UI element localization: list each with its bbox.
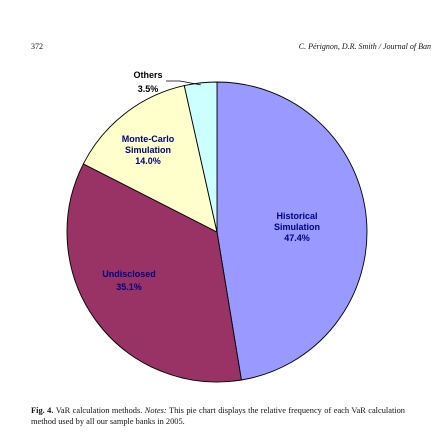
slice-value-label: 35.1% bbox=[116, 282, 142, 292]
pie-slice-2 bbox=[82, 85, 218, 233]
figure-caption: Fig. 4. VaR calculation methods. Notes: … bbox=[31, 405, 405, 427]
slice-value-label: 3.5% bbox=[138, 84, 159, 94]
pie-slices bbox=[66, 81, 368, 383]
pie-slice-1 bbox=[66, 163, 242, 383]
page-number: 372 bbox=[31, 42, 43, 51]
pie-chart: HistoricalSimulation47.4%Undisclosed35.1… bbox=[66, 70, 368, 383]
running-header: C. Pérignon, D.R. Smith / Journal of Ban bbox=[298, 42, 431, 51]
pie-labels: HistoricalSimulation47.4%Undisclosed35.1… bbox=[102, 70, 320, 292]
pie-slice-3 bbox=[183, 81, 218, 233]
pie-slice-0 bbox=[216, 81, 368, 381]
slice-name-label: Others bbox=[133, 70, 162, 80]
caption-text: This pie chart displays the relative fre… bbox=[31, 406, 405, 426]
slice-name-label: Simulation bbox=[274, 222, 320, 232]
slice-name-label: Undisclosed bbox=[102, 269, 156, 279]
caption-title: VaR calculation methods. bbox=[55, 406, 143, 415]
slice-name-label: Historical bbox=[276, 211, 317, 221]
slice-value-label: 14.0% bbox=[135, 156, 161, 166]
caption-notes-label: Notes: bbox=[144, 406, 167, 415]
leader-line bbox=[166, 80, 201, 86]
slice-name-label: Simulation bbox=[125, 145, 171, 155]
slice-name-label: Monte-Carlo bbox=[122, 134, 175, 144]
caption-fig-label: Fig. 4. bbox=[31, 406, 54, 415]
slice-value-label: 47.4% bbox=[284, 233, 310, 243]
